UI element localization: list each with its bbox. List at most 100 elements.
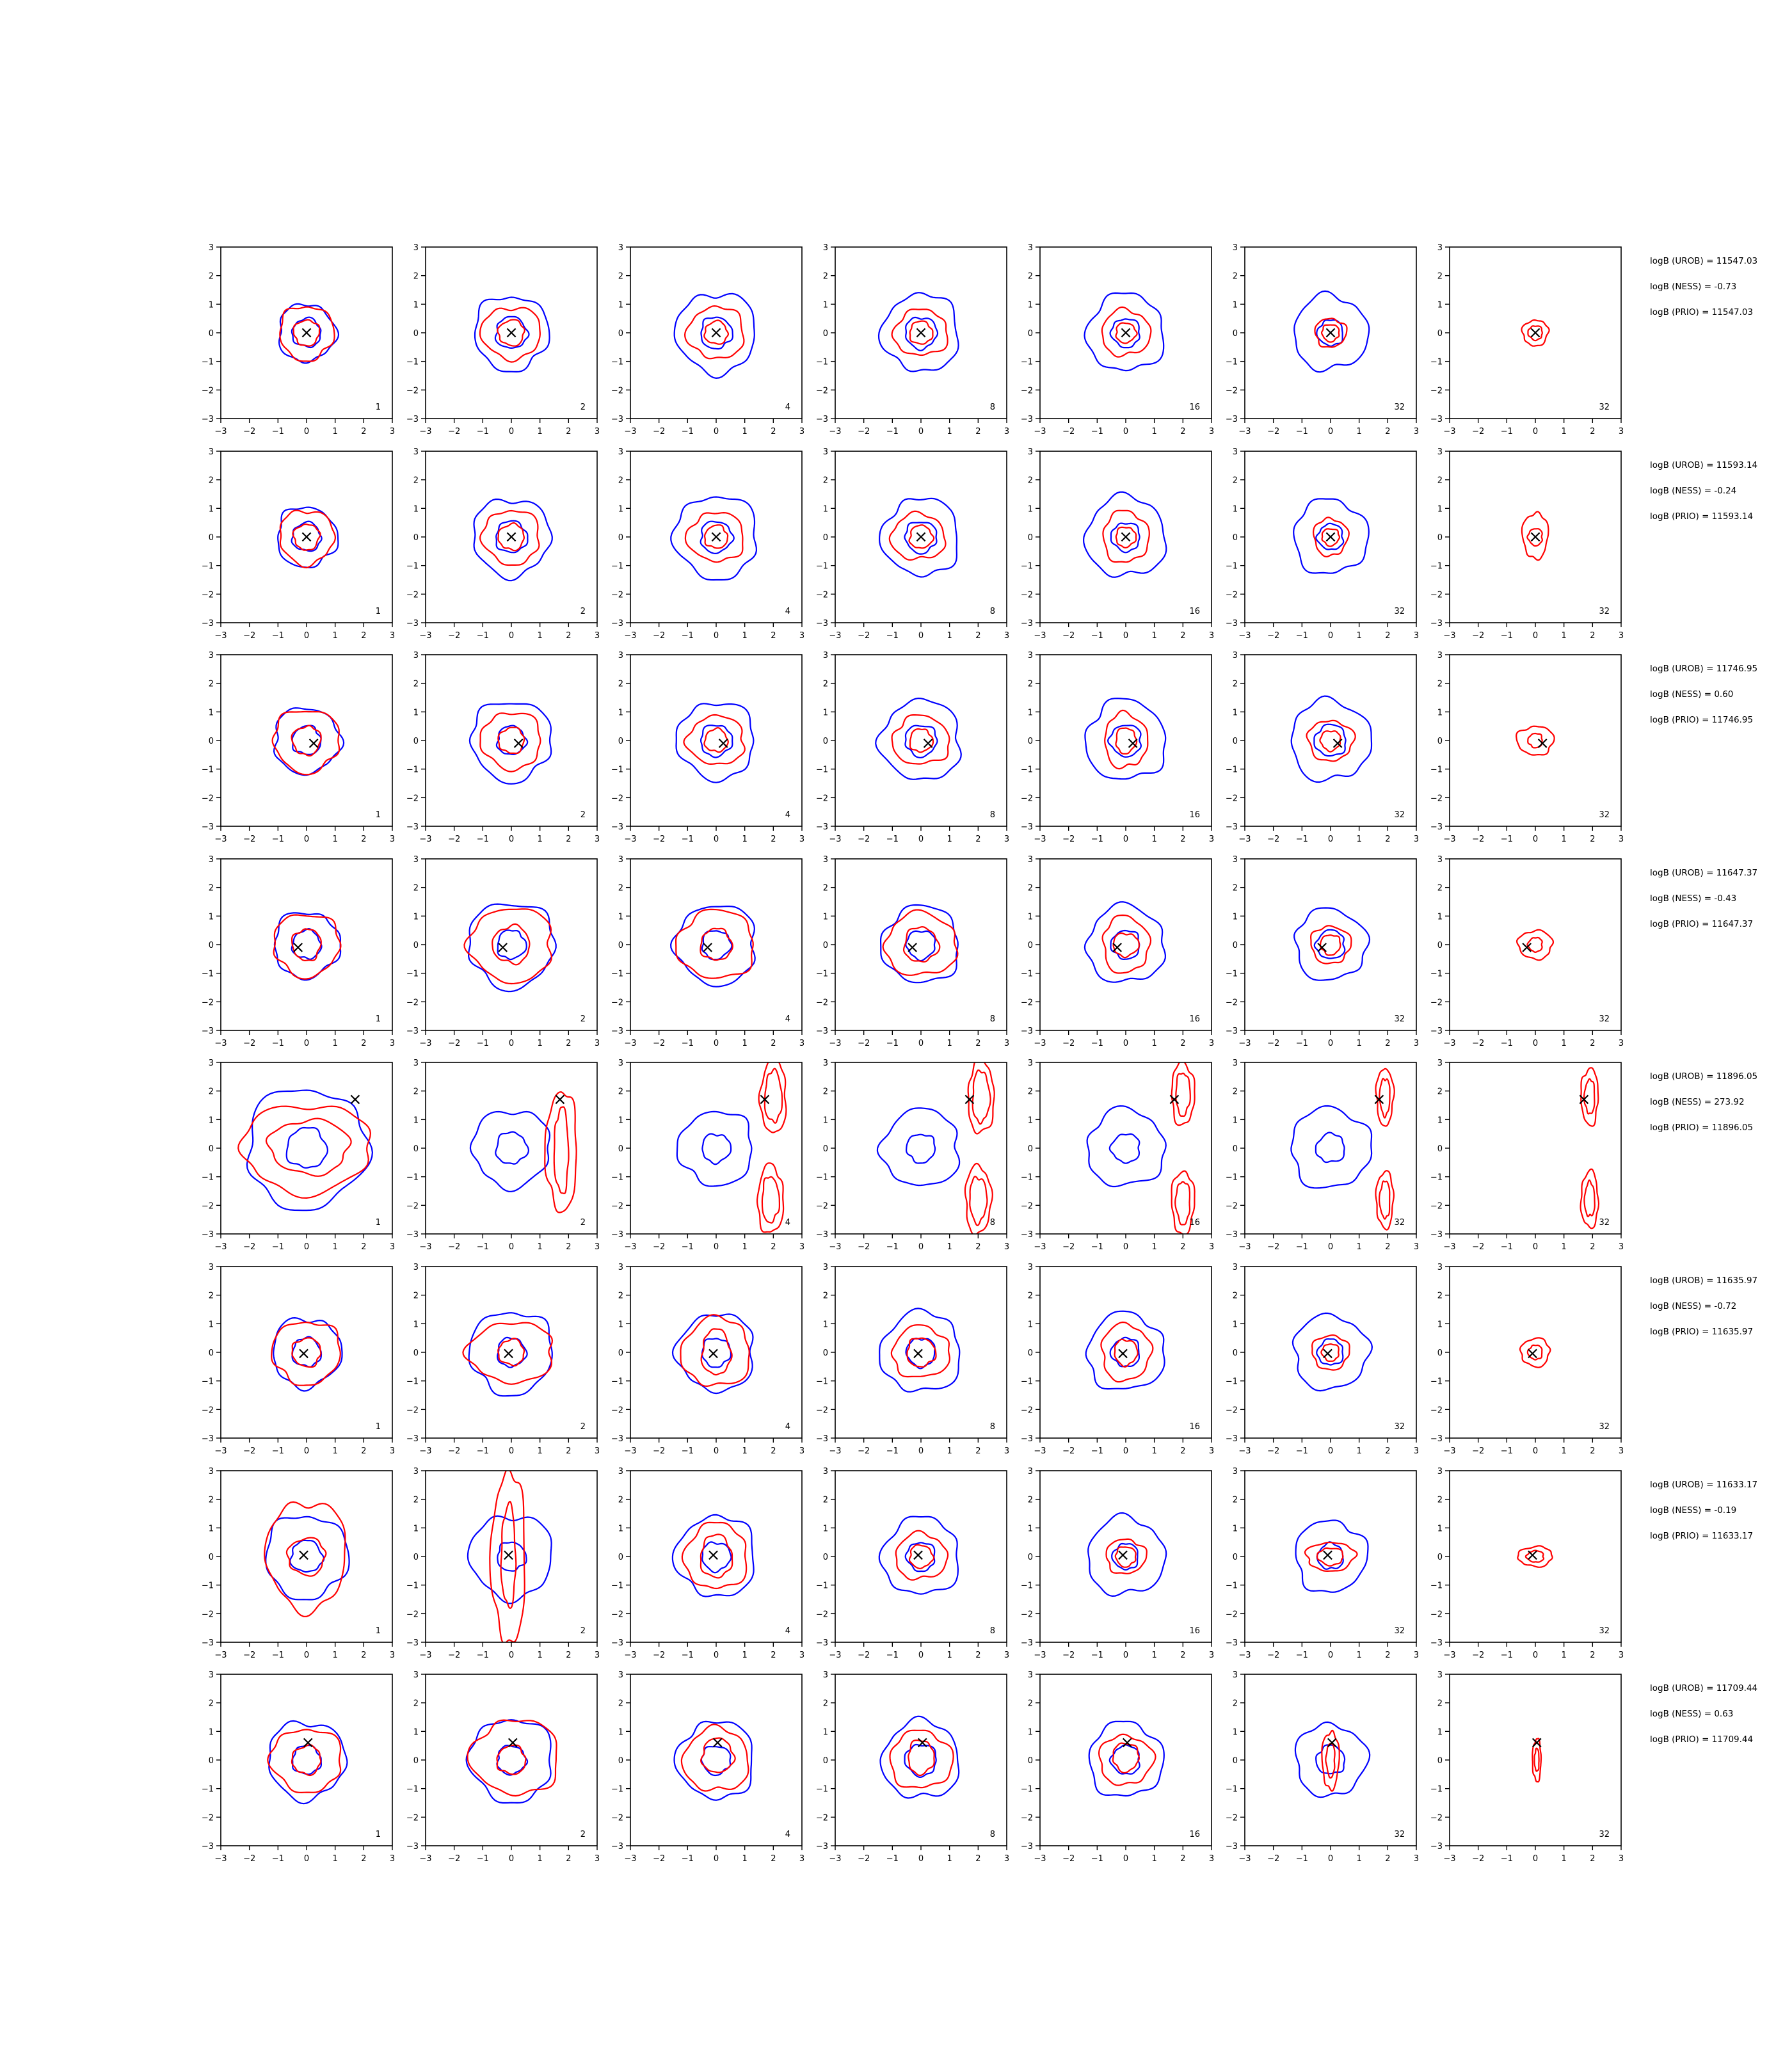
plot-area	[1519, 1337, 1551, 1368]
prior-contour	[1316, 1338, 1344, 1366]
y-tick-label: 0	[1233, 1144, 1238, 1154]
y-tick-label: 3	[413, 1670, 419, 1680]
y-tick-label: 2	[209, 884, 214, 893]
posterior-contour	[680, 1724, 749, 1792]
y-tick-label: −3	[1430, 1842, 1443, 1852]
x-tick-label: −2	[1267, 835, 1279, 844]
truth-marker: ×	[914, 527, 928, 547]
panel-r7-c1: × −3 −2 −1 0 1 2 3 −3 −2 −1 0 1 2 3 1	[202, 1467, 395, 1660]
x-tick-label: 2	[361, 631, 366, 641]
prior-contour	[905, 316, 939, 351]
plot-area	[878, 1516, 959, 1595]
y-tick-label: 3	[823, 1059, 828, 1068]
truth-marker: ×	[716, 733, 730, 753]
y-tick-label: −1	[611, 765, 623, 775]
truth-marker: ×	[506, 1733, 520, 1752]
x-tick-label: 2	[1180, 1039, 1185, 1048]
panel-r2-c2: × −3 −2 −1 0 1 2 3 −3 −2 −1 0 1 2 3 2	[406, 447, 600, 641]
x-tick-label: 2	[566, 1446, 571, 1456]
panel-r2-c1: × −3 −2 −1 0 1 2 3 −3 −2 −1 0 1 2 3 1	[202, 447, 395, 641]
panel-count-label: 32	[1599, 1014, 1610, 1024]
x-tick-label: −2	[1472, 427, 1484, 436]
panel-r4-c4: × −3 −2 −1 0 1 2 3 −3 −2 −1 0 1 2 3 8	[816, 855, 1009, 1048]
panel-r6-c7: × −3 −2 −1 0 1 2 3 −3 −2 −1 0 1 2 3 32	[1430, 1263, 1624, 1456]
x-tick-label: 1	[742, 1039, 748, 1048]
y-tick-label: −2	[202, 1813, 214, 1823]
posterior-contour	[1311, 1334, 1350, 1371]
x-tick-label: −2	[1267, 631, 1279, 641]
x-tick-label: 2	[1385, 1039, 1390, 1048]
x-tick-label: 0	[1328, 427, 1333, 436]
prior-contour	[268, 1720, 348, 1805]
logB-ness-label: logB (NESS) = 0.60	[1650, 689, 1733, 700]
plot-area	[468, 703, 552, 785]
x-tick-label: 1	[1562, 427, 1567, 436]
prior-contour	[700, 724, 733, 758]
x-tick-label: −2	[1267, 1651, 1279, 1660]
posterior-contour	[1098, 1733, 1156, 1786]
y-tick-label: −1	[202, 562, 214, 572]
row-7-logB-annotations: logB (UROB) = 11633.17 logB (NESS) = -0.1…	[1650, 1480, 1757, 1541]
panel-r7-c5: × −3 −2 −1 0 1 2 3 −3 −2 −1 0 1 2 3 16	[1021, 1467, 1214, 1660]
y-tick-label: 0	[618, 1144, 623, 1154]
plot-area	[1085, 1310, 1165, 1390]
panel-r3-c4: × −3 −2 −1 0 1 2 3 −3 −2 −1 0 1 2 3 8	[816, 651, 1009, 844]
y-tick-label: −1	[1226, 765, 1238, 775]
x-tick-label: −2	[1267, 1854, 1279, 1864]
y-tick-label: 3	[1233, 447, 1238, 457]
plot-area	[462, 1312, 554, 1397]
y-tick-label: −3	[816, 822, 828, 832]
y-tick-label: 2	[618, 476, 623, 486]
truth-marker: ×	[297, 1546, 311, 1565]
x-tick-label: −3	[1034, 1039, 1046, 1048]
y-tick-label: 1	[413, 708, 419, 717]
y-tick-label: 1	[1233, 504, 1238, 514]
truth-marker: ×	[297, 1344, 311, 1363]
x-tick-label: 2	[1385, 1651, 1390, 1660]
x-tick-label: 1	[333, 427, 338, 436]
prior-contour	[669, 906, 756, 988]
panel-r4-c6: × −3 −2 −1 0 1 2 3 −3 −2 −1 0 1 2 3 32	[1226, 855, 1419, 1048]
panel-r1-c4: × −3 −2 −1 0 1 2 3 −3 −2 −1 0 1 2 3 8	[816, 243, 1009, 436]
truth-marker: ×	[1528, 527, 1542, 547]
prior-contour	[1294, 1721, 1371, 1798]
y-tick-label: 1	[1028, 912, 1033, 922]
posterior-contour	[1524, 1549, 1545, 1563]
y-tick-label: 0	[1233, 941, 1238, 950]
logB-ness-label: logB (NESS) = -0.73	[1650, 282, 1736, 292]
y-tick-label: −3	[1226, 1434, 1238, 1444]
y-tick-label: 1	[1233, 1320, 1238, 1329]
y-tick-label: 1	[823, 708, 828, 717]
x-tick-label: −2	[243, 1854, 255, 1864]
x-tick-label: 3	[390, 1242, 395, 1252]
x-tick-label: 3	[1209, 1446, 1214, 1456]
y-tick-label: 2	[1028, 680, 1033, 689]
x-tick-label: −2	[858, 1854, 870, 1864]
y-tick-label: 1	[413, 1524, 419, 1533]
posterior-contour	[761, 1176, 780, 1224]
y-tick-label: 0	[1028, 533, 1033, 543]
y-tick-label: 3	[1028, 243, 1033, 253]
y-tick-label: −2	[202, 1610, 214, 1619]
posterior-contour	[703, 726, 729, 753]
panel-count-label: 1	[376, 810, 381, 820]
x-tick-label: 0	[509, 1039, 514, 1048]
y-tick-label: 3	[413, 1059, 419, 1068]
y-tick-label: 1	[413, 1116, 419, 1125]
posterior-contour	[492, 923, 531, 966]
x-tick-label: −2	[448, 427, 460, 436]
y-tick-label: −2	[1226, 1405, 1238, 1415]
y-tick-label: 3	[1233, 1263, 1238, 1272]
posterior-contour	[500, 1500, 517, 1609]
posterior-contour	[1319, 934, 1341, 956]
panel-r8-c7: × −3 −2 −1 0 1 2 3 −3 −2 −1 0 1 2 3 32	[1430, 1670, 1624, 1864]
x-tick-label: −2	[653, 1242, 665, 1252]
y-tick-label: −3	[816, 1638, 828, 1648]
x-tick-label: −3	[1034, 1446, 1046, 1456]
truth-marker: ×	[1119, 527, 1133, 547]
prior-contour	[878, 1516, 959, 1595]
x-tick-label: 2	[1590, 1651, 1595, 1660]
prior-contour	[273, 912, 342, 981]
x-tick-label: 1	[333, 835, 338, 844]
y-tick-label: 2	[413, 1292, 419, 1301]
